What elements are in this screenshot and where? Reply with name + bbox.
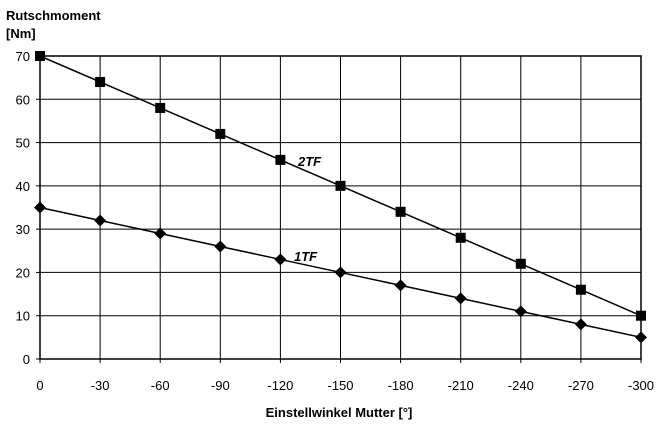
data-point-square	[636, 310, 646, 321]
x-tick-label: -180	[388, 378, 414, 393]
x-tick-label: -150	[327, 378, 353, 393]
x-axis-title: Einstellwinkel Mutter [°]	[266, 405, 413, 420]
data-point-square	[575, 284, 586, 295]
x-tick-label: -240	[508, 378, 534, 393]
data-point-square	[215, 128, 226, 139]
data-point-diamond	[454, 292, 467, 305]
x-tick-label: -210	[448, 378, 474, 393]
x-tick-label: -30	[91, 378, 110, 393]
data-point-square	[455, 232, 466, 243]
data-point-diamond	[154, 227, 167, 240]
y-axis-title-line2: [Nm]	[6, 26, 36, 41]
y-tick-label: 20	[16, 265, 30, 280]
data-point-diamond	[94, 214, 107, 227]
data-point-square	[155, 102, 166, 113]
x-tick-label: -90	[211, 378, 230, 393]
series-lines	[34, 51, 647, 344]
series-2TF	[35, 51, 646, 321]
y-tick-label: 50	[16, 136, 30, 151]
data-point-square	[395, 206, 406, 217]
y-tick-label: 60	[16, 92, 30, 107]
x-tick-label: -270	[568, 378, 594, 393]
data-point-square	[275, 154, 286, 165]
y-axis-title-line1: Rutschmoment	[6, 8, 101, 23]
data-point-diamond	[574, 318, 587, 331]
series-label-2TF: 2TF	[297, 154, 322, 169]
data-point-diamond	[635, 331, 647, 344]
data-point-diamond	[214, 240, 227, 253]
data-point-diamond	[274, 253, 287, 266]
y-tick-label: 40	[16, 179, 30, 194]
data-point-diamond	[334, 266, 347, 279]
y-axis-ticks: 0 10 20 30 40 50 60 70	[16, 49, 40, 367]
y-tick-label: 10	[16, 309, 30, 324]
data-point-square	[35, 51, 45, 61]
x-tick-label: -300	[628, 378, 654, 393]
data-point-square	[335, 180, 346, 191]
data-point-square	[515, 258, 526, 269]
x-tick-label: -60	[151, 378, 170, 393]
data-point-diamond	[394, 279, 407, 292]
y-tick-label: 30	[16, 222, 30, 237]
data-point-diamond	[514, 305, 527, 318]
x-axis-ticks: 0 -30 -60 -90 -120 -150 -180 -210 -240 -270 -300	[36, 359, 654, 393]
x-tick-label: -120	[267, 378, 293, 393]
gridlines	[40, 56, 641, 359]
y-tick-label: 70	[16, 49, 30, 64]
series-1TF	[34, 201, 647, 344]
x-tick-label: 0	[36, 378, 43, 393]
data-point-diamond	[34, 201, 46, 214]
data-point-square	[95, 76, 106, 87]
y-tick-label: 0	[23, 352, 30, 367]
series-label-1TF: 1TF	[294, 249, 318, 264]
